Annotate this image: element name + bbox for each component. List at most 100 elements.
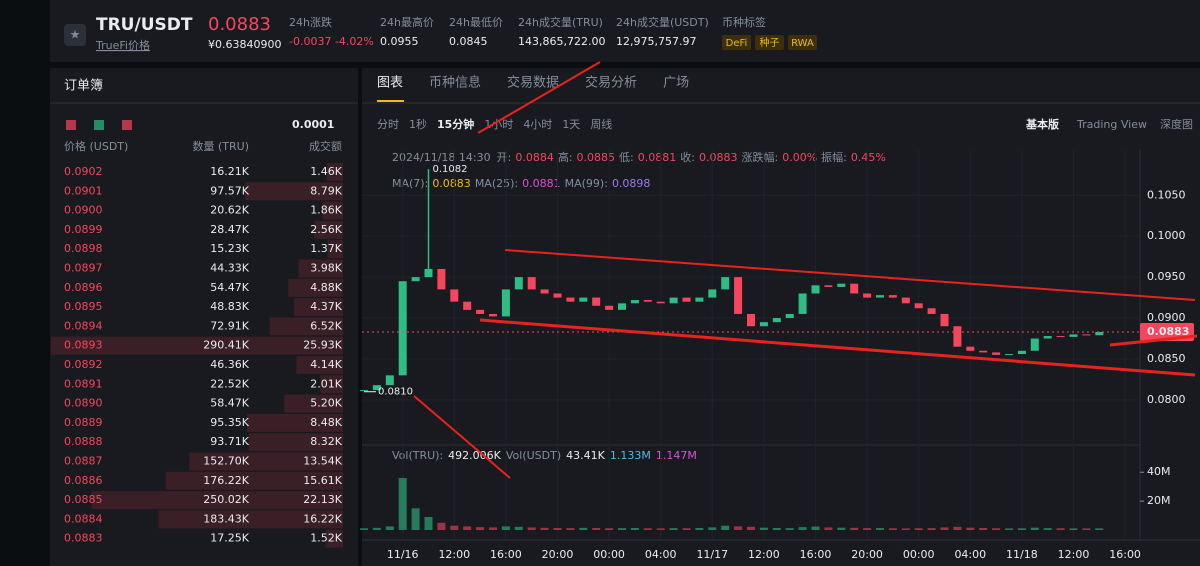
view-toggle[interactable] — [122, 120, 132, 130]
volume-bar — [940, 527, 949, 530]
header-bar — [50, 0, 1200, 62]
star-icon: ★ — [70, 28, 81, 42]
tab[interactable]: 广场 — [663, 76, 689, 91]
tab[interactable]: 交易分析 — [585, 75, 637, 91]
ask-price: 0.0888 — [64, 435, 103, 448]
volume-bar — [992, 528, 1001, 530]
x-tick-label: 04:00 — [954, 548, 986, 561]
candle — [1069, 334, 1078, 337]
view-toggle[interactable] — [94, 120, 104, 130]
candle — [759, 322, 768, 327]
y-tick-label: 0.0850 — [1147, 352, 1186, 365]
candle — [914, 303, 923, 309]
y-tick-label: 0.1000 — [1147, 229, 1186, 242]
vol-label: Vol(USDT) — [506, 449, 561, 462]
candle — [785, 313, 794, 319]
ask-qty: 20.62K — [210, 204, 249, 217]
interval[interactable]: 1秒 — [409, 117, 427, 131]
tag — [722, 35, 751, 50]
candle — [837, 283, 846, 287]
ask-total: 16.22K — [303, 512, 342, 525]
view[interactable]: 深度图 — [1160, 117, 1193, 131]
candle — [811, 285, 820, 294]
ask-total: 22.13K — [303, 493, 342, 506]
ask-total: 1.86K — [310, 204, 342, 217]
interval[interactable]: 周线 — [590, 117, 612, 131]
ask-qty: 290.41K — [203, 339, 249, 352]
info-value: 0.0881 — [638, 151, 677, 164]
stat-label: 24h成交量(USDT) — [616, 15, 709, 29]
volume-bar — [695, 527, 704, 530]
view-toggle[interactable] — [66, 120, 76, 130]
candle — [721, 277, 730, 290]
interval[interactable]: 分时 — [377, 118, 399, 131]
volume-bar — [1005, 528, 1013, 530]
volume-bar — [566, 528, 575, 530]
volume-bar — [927, 528, 936, 530]
y-tick-label: 0.0800 — [1147, 393, 1186, 406]
interval[interactable]: 1天 — [562, 118, 580, 131]
tag-label: DeFi — [726, 38, 748, 49]
info-label: 高: — [558, 150, 573, 164]
ask-qty: 16.21K — [210, 165, 249, 178]
ask-qty: 15.23K — [210, 242, 249, 255]
candle — [966, 346, 975, 351]
star-button[interactable] — [64, 24, 86, 46]
view[interactable]: 基本版 — [1025, 117, 1059, 131]
ask-price: 0.0883 — [64, 532, 103, 545]
ask-price: 0.0886 — [64, 474, 103, 487]
depth-bar — [314, 220, 343, 239]
x-tick-label: 16:00 — [800, 548, 832, 561]
y-tick-label: 0.1050 — [1147, 188, 1186, 201]
view[interactable]: Trading View — [1076, 118, 1147, 131]
ask-qty: 183.43K — [203, 512, 249, 525]
volume-bar — [1043, 528, 1052, 530]
interval[interactable]: 4小时 — [523, 118, 552, 131]
volume-bar — [682, 528, 691, 530]
annotation-arrow — [413, 395, 511, 479]
trend-arrow — [1109, 334, 1198, 347]
vol-value: 43.41K — [566, 449, 605, 462]
depth-bar — [248, 433, 343, 452]
step: 0.0001 — [292, 118, 334, 131]
ask-price: 0.0885 — [64, 493, 103, 506]
candle — [527, 277, 536, 290]
interval[interactable]: 15分钟 — [437, 117, 474, 131]
volume-bar — [501, 526, 510, 530]
candle — [592, 297, 601, 306]
candle — [979, 350, 988, 353]
info-label: MA(25): — [475, 177, 518, 190]
ask-price: 0.0887 — [64, 455, 103, 468]
tab[interactable]: 币种信息 — [429, 75, 481, 91]
candle — [747, 313, 755, 327]
ask-total: 4.37K — [310, 300, 342, 313]
volume-bar — [837, 527, 846, 530]
annotations — [413, 61, 1198, 479]
volume-bar — [708, 527, 717, 530]
ask-total: 1.37K — [310, 242, 342, 255]
candle — [566, 297, 575, 302]
ask-qty: 44.33K — [210, 262, 249, 275]
stat-label: 24h成交量(TRU) — [518, 15, 603, 29]
tab[interactable]: 交易数据 — [507, 75, 559, 91]
candle — [372, 385, 381, 391]
info-value: 0.0881 — [522, 177, 561, 190]
ask-price: 0.0899 — [64, 223, 103, 236]
info-value: 0.0885 — [577, 151, 616, 164]
depth-bar — [284, 394, 343, 413]
tab[interactable]: 图表 — [377, 76, 403, 91]
candle — [424, 268, 433, 278]
ask-total: 8.79K — [310, 184, 342, 197]
volume-bar — [618, 528, 626, 530]
interval[interactable]: 1小时 — [484, 118, 513, 131]
candle — [850, 283, 859, 294]
x-tick-label: 04:00 — [645, 548, 677, 561]
ask-total: 1.46K — [310, 165, 342, 178]
vol-label: Vol(TRU): — [392, 449, 443, 462]
ask-price: 0.0901 — [64, 184, 103, 197]
vol-value: 1.133M — [610, 449, 651, 462]
tag — [755, 35, 784, 50]
x-tick-label: 16:00 — [490, 548, 522, 561]
info-value: 0.00% — [782, 151, 817, 164]
